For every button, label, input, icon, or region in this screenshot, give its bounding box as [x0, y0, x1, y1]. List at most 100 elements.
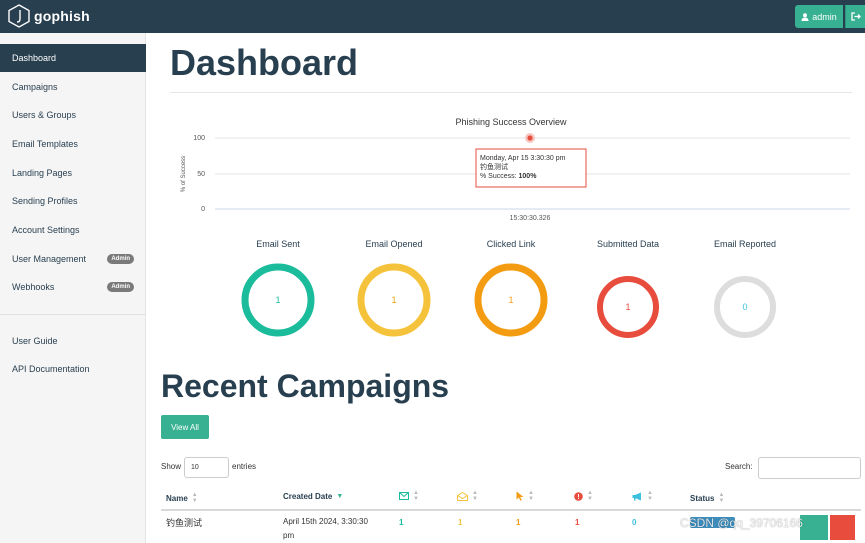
donut-ring [357, 263, 431, 337]
status-badge [690, 517, 735, 528]
column-header-name[interactable]: Name ▲ ▼ [166, 492, 198, 504]
sidebar-item-label: User Guide [12, 336, 58, 346]
clicked-link-donut[interactable]: 1 [473, 262, 549, 338]
tooltip-success-label: % Success: [480, 173, 519, 180]
campaign-name[interactable]: 钓鱼测试 [166, 519, 203, 529]
column-header-sent[interactable]: ▲ ▼ [399, 490, 419, 502]
title-divider [170, 92, 852, 93]
chart-x-tick: 15:30:30.326 [510, 215, 551, 222]
column-header-reported[interactable]: ▲ ▼ [632, 490, 653, 502]
search-input[interactable] [758, 457, 861, 479]
tooltip-success: % Success: 100% [480, 173, 537, 180]
sort-icon: ▲ ▼ [528, 490, 534, 502]
user-menu-label: admin [812, 11, 837, 22]
entries-per-page-select[interactable]: 10 [184, 457, 229, 478]
column-header-status[interactable]: Status ▲ ▼ [690, 492, 724, 504]
email-sent-donut[interactable]: 1 [240, 262, 316, 338]
sidebar-item-sending-profiles[interactable]: Sending Profiles [0, 187, 146, 215]
search-label: Search: [725, 462, 753, 471]
sidebar-divider [0, 314, 146, 315]
sidebar-item-account-settings[interactable]: Account Settings [0, 216, 146, 244]
campaign-reported-count: 0 [632, 518, 637, 527]
sidebar-item-label: Dashboard [12, 53, 57, 63]
sidebar: Dashboard Campaigns Users & Groups Email… [0, 33, 146, 543]
chart-title: Phishing Success Overview [455, 117, 567, 127]
brand-name: gophish [34, 8, 90, 24]
stat-label-submitted-data: Submitted Data [583, 238, 673, 250]
watermark: CSDN @qq_39706166 [680, 516, 803, 530]
logout-button[interactable] [845, 5, 865, 28]
gophish-logo-icon [8, 4, 30, 28]
column-header-label: Status [690, 493, 715, 503]
sidebar-item-label: Webhooks [12, 282, 55, 292]
donut-ring [241, 263, 315, 337]
stat-label-text: Email Reported [713, 239, 777, 249]
donut-value: 1 [625, 302, 630, 312]
campaign-submitted-count: 1 [575, 518, 580, 527]
page-title: Dashboard [170, 42, 359, 83]
brand-link[interactable]: gophish [8, 4, 90, 28]
envelope-icon [399, 492, 409, 500]
stat-label-email-opened: Email Opened [365, 239, 423, 249]
chart-tooltip: Monday, Apr 15 3:30:30 pm 钓鱼测试 % Success… [475, 148, 587, 188]
email-opened-donut[interactable]: 1 [356, 262, 432, 338]
chart-point[interactable] [527, 135, 533, 141]
sidebar-item-dashboard[interactable]: Dashboard [0, 44, 146, 72]
stat-label-clicked-link: Clicked Link [486, 239, 536, 249]
top-navbar: gophish admin [0, 0, 865, 33]
tooltip-success-value: 100% [519, 173, 538, 180]
sidebar-item-webhooks[interactable]: Webhooks Admin [0, 273, 146, 301]
show-label: Show [161, 462, 182, 471]
mouse-pointer-icon [516, 491, 524, 501]
entries-label: entries [232, 462, 257, 471]
column-header-created-date[interactable]: Created Date ▼ [283, 492, 343, 501]
campaign-sent-count: 1 [399, 518, 404, 527]
admin-badge: Admin [107, 254, 134, 264]
phishing-success-chart: Phishing Success Overview % of Success 1… [181, 117, 850, 222]
view-results-button[interactable] [800, 515, 828, 540]
column-header-label: Name [166, 493, 188, 503]
sort-icon: ▲ ▼ [647, 490, 653, 502]
sort-icon: ▲ ▼ [472, 490, 478, 502]
sidebar-item-label: Email Templates [12, 139, 78, 149]
view-all-button[interactable]: View All [161, 415, 209, 439]
donut-value: 0 [742, 302, 747, 312]
column-header-opened[interactable]: ▲ ▼ [457, 490, 478, 502]
sidebar-item-label: User Management [12, 254, 87, 264]
sidebar-item-users-groups[interactable]: Users & Groups [0, 101, 146, 129]
exclamation-circle-icon [574, 491, 583, 501]
campaign-clicked-count: 1 [516, 518, 521, 527]
sidebar-item-campaigns[interactable]: Campaigns [0, 73, 146, 101]
donut-value: 1 [508, 295, 513, 305]
user-menu-button[interactable]: admin [795, 5, 843, 28]
chart-y-tick: 0 [201, 206, 205, 213]
sidebar-item-label: Sending Profiles [12, 196, 78, 206]
email-reported-donut[interactable]: 0 [713, 275, 777, 339]
sidebar-item-api-documentation[interactable]: API Documentation [0, 355, 146, 383]
sort-icon: ▲ ▼ [413, 490, 419, 502]
sidebar-item-email-templates[interactable]: Email Templates [0, 130, 146, 158]
envelope-open-icon [457, 491, 468, 501]
chart-y-axis-label: % of Success [181, 156, 187, 192]
donut-ring [714, 276, 776, 338]
chart-y-tick: 100 [193, 135, 205, 142]
sidebar-item-user-guide[interactable]: User Guide [0, 327, 146, 355]
submitted-data-donut[interactable]: 1 [596, 275, 660, 339]
admin-badge: Admin [107, 282, 134, 292]
stat-label-text: Submitted Data [596, 239, 660, 249]
tooltip-date: Monday, Apr 15 3:30:30 pm [480, 155, 566, 162]
table-header-divider [161, 509, 861, 511]
donut-value: 1 [275, 295, 280, 305]
user-icon [801, 12, 809, 21]
sidebar-item-user-management[interactable]: User Management Admin [0, 245, 146, 273]
delete-campaign-button[interactable] [830, 515, 855, 540]
column-header-clicked[interactable]: ▲ ▼ [516, 490, 534, 502]
sort-desc-icon: ▼ [336, 493, 344, 500]
campaign-created-date-pm: pm [283, 531, 295, 540]
sort-icon: ▲ ▼ [587, 490, 593, 502]
donut-ring [474, 263, 548, 337]
sidebar-item-landing-pages[interactable]: Landing Pages [0, 159, 146, 187]
column-header-submitted[interactable]: ▲ ▼ [574, 490, 593, 502]
bullhorn-icon [632, 492, 641, 500]
campaign-opened-count: 1 [458, 518, 463, 527]
